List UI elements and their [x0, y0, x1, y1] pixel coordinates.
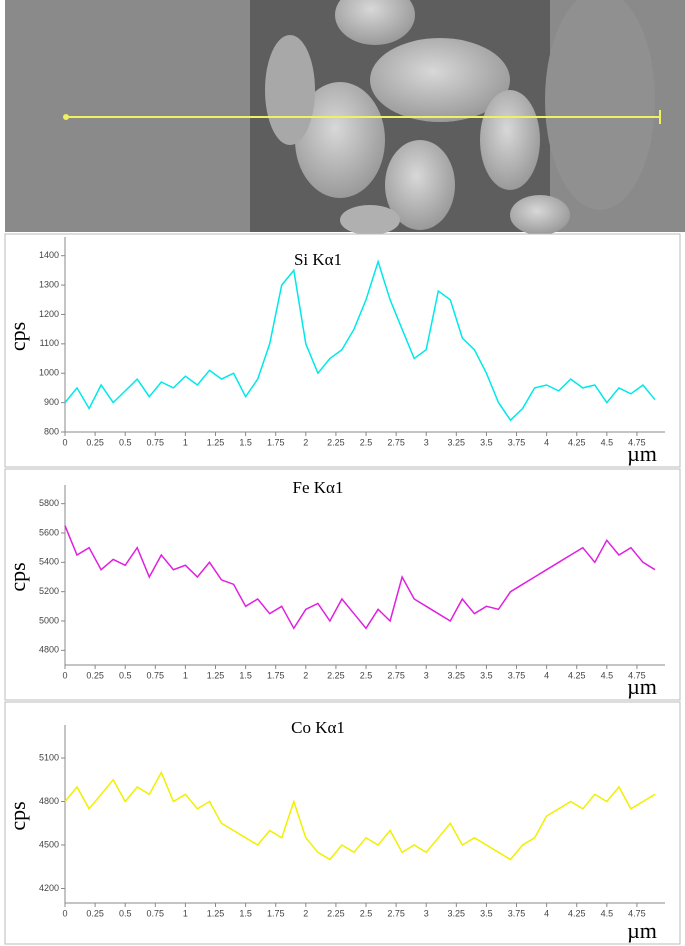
y-tick-label: 5600: [39, 527, 59, 537]
y-tick-label: 1300: [39, 279, 59, 289]
x-tick-label: 2: [303, 437, 308, 447]
x-tick-label: 4.75: [628, 908, 646, 918]
x-axis-label: µm: [627, 441, 657, 466]
chart-title: Si Kα1: [294, 250, 342, 269]
x-tick-label: 4.25: [568, 437, 586, 447]
x-tick-label: 1.25: [207, 437, 225, 447]
y-axis-label: cps: [5, 322, 30, 351]
x-axis-label: µm: [627, 674, 657, 699]
x-tick-label: 0.5: [119, 670, 132, 680]
x-tick-label: 4.5: [601, 670, 614, 680]
y-tick-label: 5200: [39, 586, 59, 596]
x-tick-label: 4: [544, 908, 549, 918]
chart-title: Co Kα1: [291, 718, 345, 737]
data-line: [64, 259, 656, 422]
y-tick-label: 900: [44, 397, 59, 407]
x-tick-label: 3.5: [480, 437, 493, 447]
y-tick-label: 5000: [39, 615, 59, 625]
x-tick-label: 1.5: [239, 908, 252, 918]
x-tick-label: 1.5: [239, 437, 252, 447]
x-tick-label: 4.5: [601, 908, 614, 918]
panel: [4, 468, 681, 701]
x-tick-label: 0.25: [86, 670, 104, 680]
x-tick-label: 3.75: [508, 908, 526, 918]
x-tick-label: 4.25: [568, 670, 586, 680]
data-line: [64, 525, 656, 630]
x-tick-label: 4.75: [628, 670, 646, 680]
x-tick-label: 2.25: [327, 908, 345, 918]
y-tick-label: 5400: [39, 557, 59, 567]
x-tick-label: 3.5: [480, 908, 493, 918]
chart-title: Fe Kα1: [293, 478, 344, 497]
y-tick-label: 1200: [39, 309, 59, 319]
x-tick-label: 4: [544, 670, 549, 680]
x-tick-label: 2.75: [387, 908, 405, 918]
x-tick-label: 3.25: [448, 670, 466, 680]
panel: [4, 701, 681, 945]
x-tick-label: 2.5: [360, 670, 373, 680]
x-tick-label: 2.25: [327, 670, 345, 680]
x-tick-label: 0.75: [147, 908, 165, 918]
x-axis-label: µm: [627, 918, 657, 943]
x-tick-label: 3.25: [448, 908, 466, 918]
x-tick-label: 2.5: [360, 908, 373, 918]
x-tick-label: 2.5: [360, 437, 373, 447]
y-tick-label: 4800: [39, 645, 59, 655]
x-tick-label: 3.75: [508, 670, 526, 680]
y-axis-label: cps: [5, 801, 30, 830]
x-tick-label: 3.75: [508, 437, 526, 447]
x-tick-label: 1.5: [239, 670, 252, 680]
x-tick-label: 1: [183, 670, 188, 680]
x-tick-label: 0: [62, 670, 67, 680]
data-line: [64, 770, 656, 861]
y-tick-label: 4200: [39, 883, 59, 893]
x-tick-label: 1.75: [267, 670, 285, 680]
x-tick-label: 1: [183, 437, 188, 447]
x-tick-label: 1.25: [207, 908, 225, 918]
x-tick-label: 2.25: [327, 437, 345, 447]
sem-image: [5, 0, 685, 235]
x-tick-label: 4.25: [568, 908, 586, 918]
x-tick-label: 0.75: [147, 437, 165, 447]
y-tick-label: 1100: [40, 338, 59, 348]
x-tick-label: 0.5: [119, 437, 132, 447]
x-tick-label: 1.75: [267, 437, 285, 447]
x-tick-label: 0: [62, 437, 67, 447]
x-tick-label: 0: [62, 908, 67, 918]
y-axis-label: cps: [5, 562, 30, 591]
y-tick-label: 1400: [39, 250, 59, 260]
y-tick-label: 5100: [39, 752, 59, 762]
x-tick-label: 4: [544, 437, 549, 447]
x-tick-label: 4.75: [628, 437, 646, 447]
x-tick-label: 3: [424, 908, 429, 918]
x-tick-label: 3: [424, 670, 429, 680]
panel: [4, 233, 681, 468]
y-tick-label: 4500: [39, 839, 59, 849]
x-tick-label: 3.5: [480, 670, 493, 680]
x-tick-label: 0.75: [147, 670, 165, 680]
x-tick-label: 1: [183, 908, 188, 918]
x-tick-label: 3: [424, 437, 429, 447]
x-tick-label: 2: [303, 670, 308, 680]
y-tick-label: 800: [44, 426, 59, 436]
x-tick-label: 2: [303, 908, 308, 918]
x-tick-label: 0.25: [86, 908, 104, 918]
x-tick-label: 1.25: [207, 670, 225, 680]
y-tick-label: 1000: [39, 368, 59, 378]
x-tick-label: 0.25: [86, 437, 104, 447]
x-tick-label: 2.75: [387, 670, 405, 680]
y-tick-label: 4800: [39, 796, 59, 806]
y-tick-label: 5800: [39, 498, 59, 508]
x-tick-label: 1.75: [267, 908, 285, 918]
x-tick-label: 2.75: [387, 437, 405, 447]
x-tick-label: 4.5: [601, 437, 614, 447]
x-tick-label: 3.25: [448, 437, 466, 447]
x-tick-label: 0.5: [119, 908, 132, 918]
